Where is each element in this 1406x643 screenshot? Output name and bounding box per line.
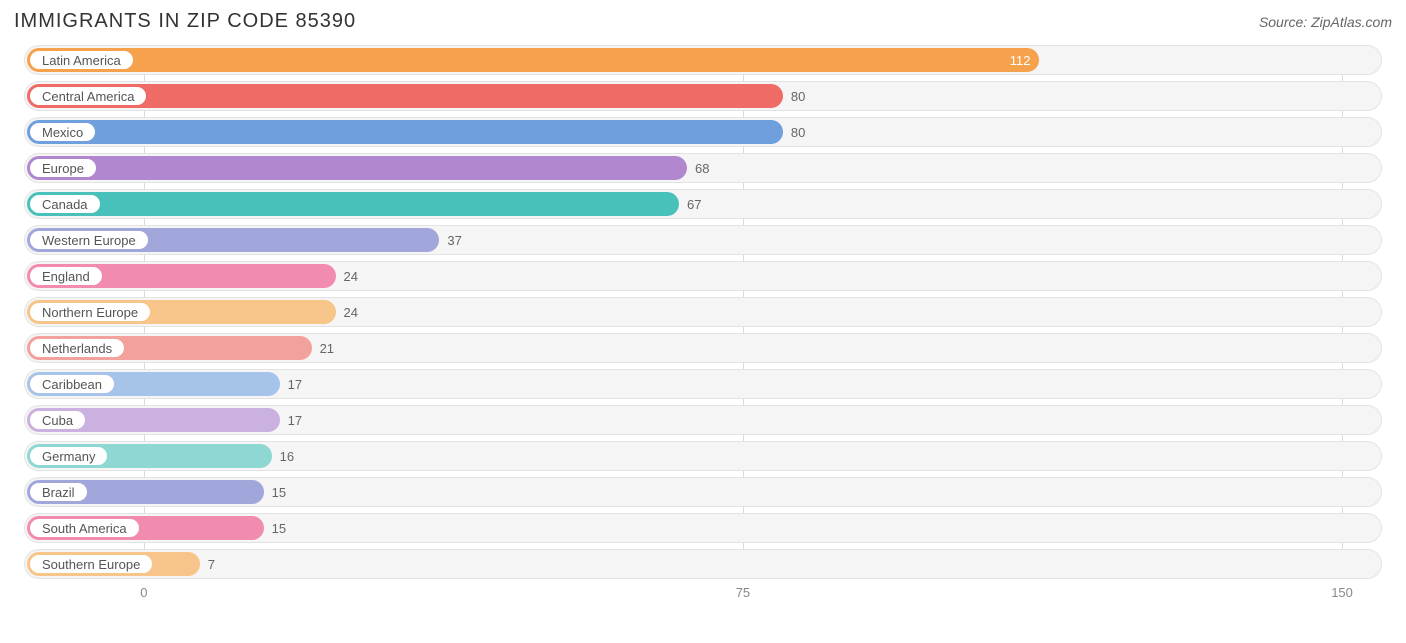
- chart-title: IMMIGRANTS IN ZIP CODE 85390: [14, 10, 356, 33]
- bar-value: 80: [783, 81, 813, 111]
- bar-label: Northern Europe: [30, 303, 150, 321]
- bar-value: 15: [264, 477, 294, 507]
- bar-track: [24, 549, 1382, 579]
- bar-row: Caribbean 17: [24, 369, 1382, 399]
- bar-value: 37: [439, 225, 469, 255]
- bar-label: Cuba: [30, 411, 85, 429]
- bar-chart: Latin America112 Central America 80 Mexico 8…: [14, 45, 1392, 605]
- bar-value: 24: [336, 261, 366, 291]
- bar-row: England 24: [24, 261, 1382, 291]
- bar-label: Caribbean: [30, 375, 114, 393]
- bar-row: Canada 67: [24, 189, 1382, 219]
- bar-value: 24: [336, 297, 366, 327]
- bar-row: Cuba 17: [24, 405, 1382, 435]
- bar-label: Europe: [30, 159, 96, 177]
- bar-label: South America: [30, 519, 139, 537]
- bar-row: Europe 68: [24, 153, 1382, 183]
- bar-value: 68: [687, 153, 717, 183]
- bar-label: Brazil: [30, 483, 87, 501]
- bar-label: Netherlands: [30, 339, 124, 357]
- bar-row: Brazil 15: [24, 477, 1382, 507]
- chart-header: IMMIGRANTS IN ZIP CODE 85390 Source: Zip…: [14, 10, 1392, 33]
- bar-fill: [27, 192, 679, 216]
- bar-value: 16: [272, 441, 302, 471]
- bar-row: Western Europe 37: [24, 225, 1382, 255]
- bar-row: Netherlands 21: [24, 333, 1382, 363]
- bar-label: Canada: [30, 195, 100, 213]
- x-axis: 0 75 150: [24, 585, 1382, 605]
- bar-row: Southern Europe 7: [24, 549, 1382, 579]
- bar-fill: [27, 120, 783, 144]
- bar-value: 17: [280, 369, 310, 399]
- bar-value: 17: [280, 405, 310, 435]
- bar-row: Central America 80: [24, 81, 1382, 111]
- bar-label: England: [30, 267, 102, 285]
- bar-label: Germany: [30, 447, 107, 465]
- bar-value: 67: [679, 189, 709, 219]
- bar-label: Central America: [30, 87, 146, 105]
- x-tick: 150: [1331, 585, 1353, 600]
- bar-value: 21: [312, 333, 342, 363]
- bar-label: Southern Europe: [30, 555, 152, 573]
- plot-area: Latin America112 Central America 80 Mexico 8…: [24, 45, 1382, 579]
- bar-row: Latin America112: [24, 45, 1382, 75]
- bar-fill: [27, 156, 687, 180]
- bar-row: South America 15: [24, 513, 1382, 543]
- bar-value: 80: [783, 117, 813, 147]
- chart-source: Source: ZipAtlas.com: [1259, 14, 1392, 30]
- x-tick: 0: [140, 585, 147, 600]
- bar-row: Northern Europe 24: [24, 297, 1382, 327]
- bar-row: Germany 16: [24, 441, 1382, 471]
- bar-value: 15: [264, 513, 294, 543]
- bar-label: Mexico: [30, 123, 95, 141]
- bar-value: 112: [27, 45, 1039, 75]
- bar-value: 7: [200, 549, 223, 579]
- bar-label: Western Europe: [30, 231, 148, 249]
- x-tick: 75: [736, 585, 750, 600]
- bar-row: Mexico 80: [24, 117, 1382, 147]
